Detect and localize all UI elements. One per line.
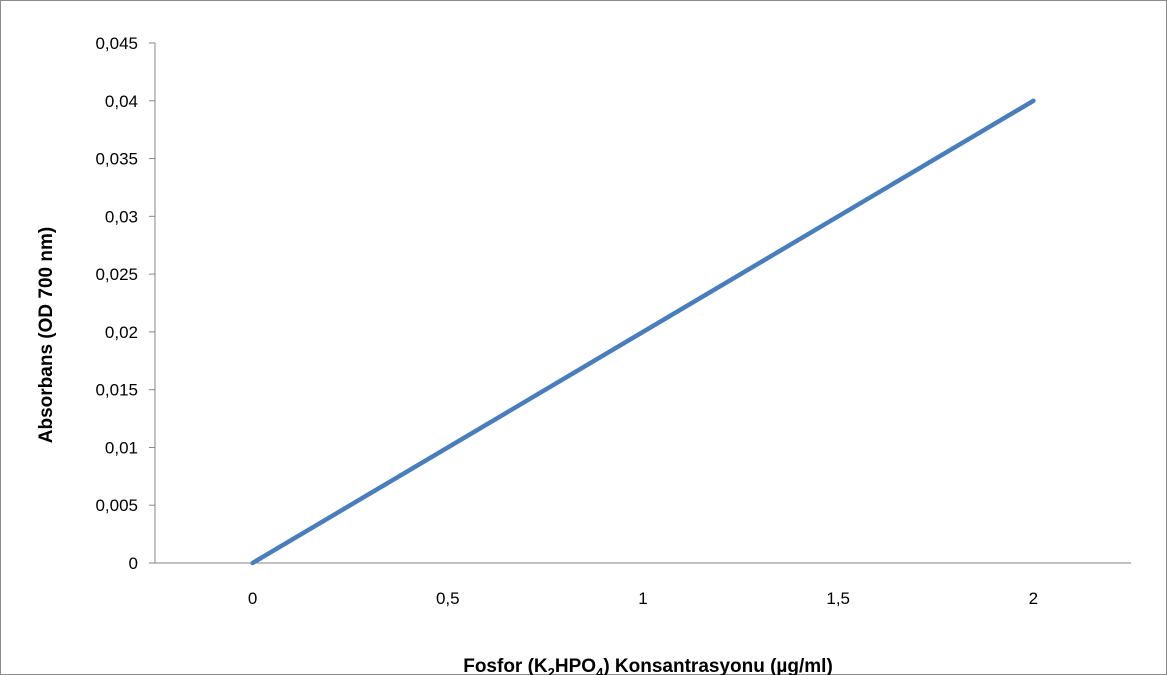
y-tick-label: 0,01 [105,438,138,457]
x-tick-label: 1 [638,589,647,608]
x-tick-label: 2 [1029,589,1038,608]
x-axis-title-subscript-1: 2 [548,665,555,675]
x-tick-label: 0 [248,589,257,608]
y-tick-label: 0,03 [105,207,138,226]
y-axis-title: Absorbans (OD 700 nm) [36,227,57,443]
y-tick-label: 0 [129,554,138,573]
y-tick-label: 0,045 [95,34,138,53]
y-tick-label: 0,035 [95,150,138,169]
plot-area: 0 0,005 0,01 0,015 0,02 0,025 0,03 0,035 0,04 0,0… [95,34,1131,608]
y-tick-label: 0,005 [95,496,138,515]
x-tick-label: 0,5 [436,589,460,608]
x-tick-label: 1,5 [826,589,850,608]
x-axis-title-subscript-2: 4 [596,665,604,675]
series-line-1 [250,98,1036,566]
y-tick-label: 0,025 [95,265,138,284]
y-tick-label: 0,04 [105,92,138,111]
y-tick-label: 0,015 [95,381,138,400]
y-tick-label: 0,02 [105,323,138,342]
x-axis-title: Fosfor (K2HPO4) Konsantrasyonu (µg/ml) [463,656,833,675]
